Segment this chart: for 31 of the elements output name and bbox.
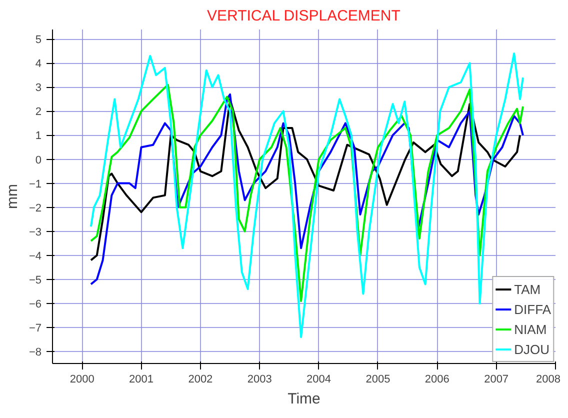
x-tick-label: 2007 [484,374,509,386]
legend-label: TAM [514,282,541,296]
y-tick-label: 4 [35,58,42,70]
legend-label: DIFFA [514,302,551,316]
x-tick-label: 2008 [536,374,561,386]
x-tick-label: 2004 [306,374,332,386]
legend-label: DJOU [514,342,550,356]
line-series [90,98,521,262]
y-tick-label: −7 [28,322,42,334]
x-axis-title: Time [288,390,320,408]
y-tick-label: −6 [28,298,42,310]
y-tick-label: 1 [35,130,42,142]
y-tick-label: 0 [35,154,42,166]
y-tick-label: 2 [35,106,42,118]
chart-title: VERTICAL DISPLACEMENT [207,8,400,24]
x-tick-label: 2003 [247,374,272,386]
y-tick-label: 3 [35,82,42,94]
x-tick-label: 2000 [70,374,94,386]
x-tick-label: 2006 [424,374,450,386]
y-tick-label: −2 [28,202,42,214]
y-axis-title: mm [4,184,21,209]
x-tick-label: 2005 [366,374,390,386]
y-tick-label: −8 [28,346,42,358]
y-tick-label: −4 [28,250,42,262]
x-tick-label: 2002 [188,374,213,386]
y-tick-label: −5 [28,274,42,286]
y-tick-label: −1 [28,178,42,190]
y-tick-label: 5 [35,34,42,46]
y-tick-label: −3 [28,226,42,238]
x-tick-label: 2001 [129,374,154,386]
legend-label: NIAM [514,322,547,336]
